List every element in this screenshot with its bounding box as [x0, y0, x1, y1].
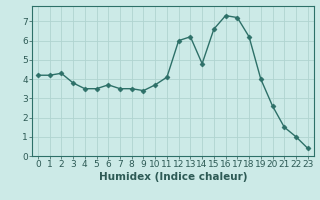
X-axis label: Humidex (Indice chaleur): Humidex (Indice chaleur) — [99, 172, 247, 182]
